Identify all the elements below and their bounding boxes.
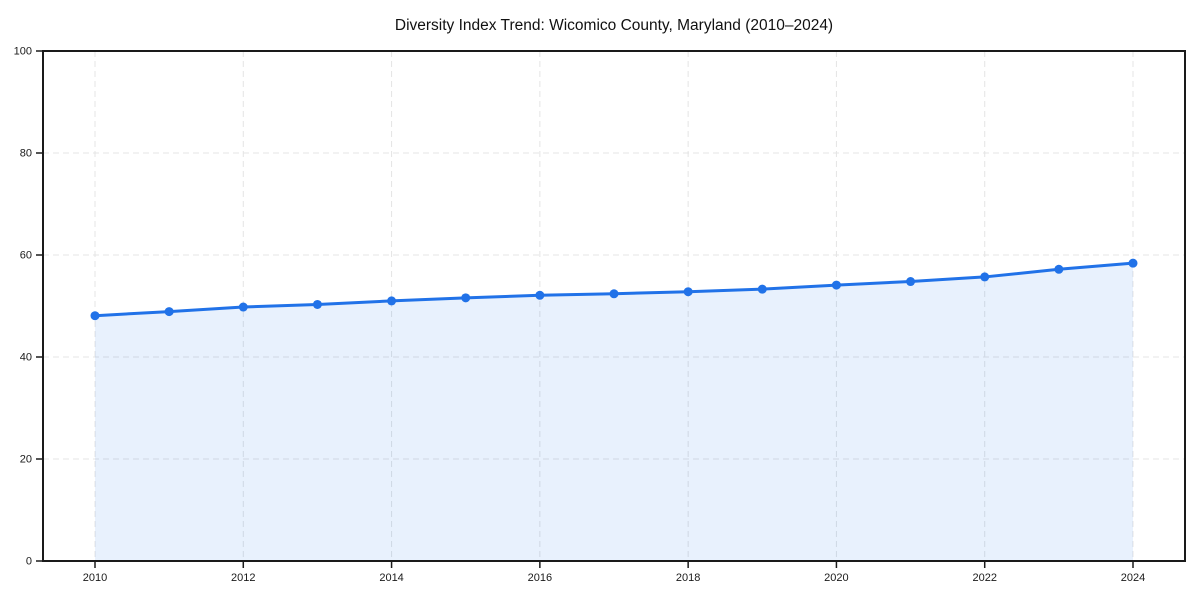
tick-labels-layer: 2010 2012 2014 2016 2018 2020 2022 2024 0 20 40 60 8… [14,46,1146,585]
data-point-2011 [164,307,174,317]
axes-frame-layer [36,50,1186,568]
area-fill-layer [95,263,1133,561]
data-point-2018 [683,287,693,297]
data-point-2013 [312,299,322,309]
data-point-2019 [757,284,767,294]
data-point-2020 [831,280,841,290]
y-axis-tick-label: 80 [20,148,32,160]
data-point-2015 [461,293,471,303]
y-axis-tick-label: 40 [20,352,32,364]
data-point-2016 [535,290,545,300]
x-axis-tick-label: 2016 [528,572,552,584]
data-point-2024 [1128,258,1138,268]
data-point-2012 [238,302,248,312]
x-axis-tick-label: 2022 [972,572,996,584]
data-point-2010 [90,311,100,321]
x-axis-tick-label: 2024 [1121,572,1145,584]
data-point-2021 [906,277,916,287]
data-point-2022 [980,272,990,282]
data-points-layer [90,258,1138,321]
chart-title: Diversity Index Trend: Wicomico County, … [395,17,833,34]
data-point-2023 [1054,264,1064,274]
x-axis-tick-label: 2012 [231,572,255,584]
data-point-2017 [609,289,619,299]
data-point-2014 [387,296,397,306]
x-axis-tick-label: 2020 [824,572,848,584]
x-axis-tick-label: 2018 [676,572,700,584]
x-axis-tick-label: 2014 [379,572,403,584]
gridlines [43,51,1185,561]
y-axis-tick-label: 100 [14,46,32,58]
plot-frame [42,50,1186,562]
y-axis-tick-label: 20 [20,454,32,466]
area-fill [95,263,1133,561]
y-axis-tick-label: 0 [26,556,32,568]
y-axis-tick-label: 60 [20,250,32,262]
x-axis-tick-label: 2010 [83,572,107,584]
